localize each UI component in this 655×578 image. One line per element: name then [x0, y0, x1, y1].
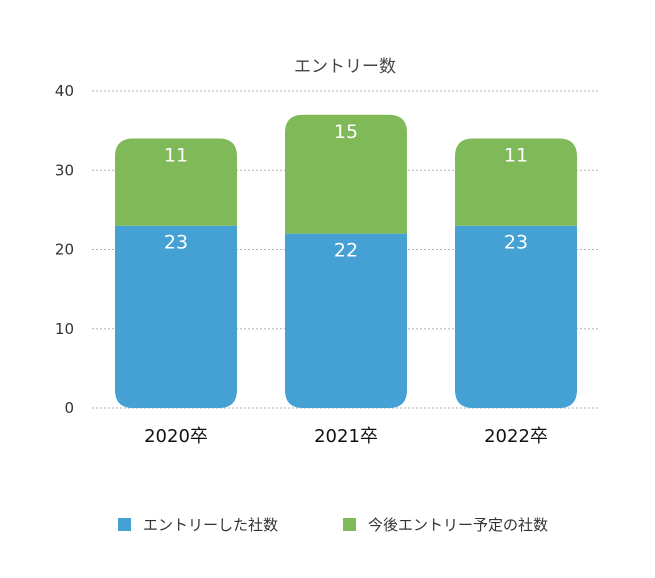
- bar-segment: [115, 225, 237, 408]
- legend-swatch: [118, 518, 131, 531]
- y-tick-label: 30: [55, 161, 74, 179]
- legend-swatch: [343, 518, 356, 531]
- bar-segment: [455, 138, 577, 226]
- x-tick-label: 2021卒: [314, 426, 378, 447]
- data-label: 23: [504, 232, 528, 254]
- legend-label: エントリーした社数: [143, 516, 278, 534]
- data-label: 15: [334, 121, 358, 143]
- legend: エントリーした社数 今後エントリー予定の社数: [118, 516, 548, 534]
- legend-label: 今後エントリー予定の社数: [368, 516, 548, 534]
- y-tick-label: 40: [55, 82, 74, 100]
- bar-segment: [285, 114, 407, 234]
- chart-title: エントリー数: [294, 57, 396, 77]
- bar-segment: [285, 233, 407, 408]
- y-tick-label: 10: [55, 320, 74, 338]
- bars: 23 11 22 15 23 11: [115, 114, 577, 408]
- bar-segment: [455, 225, 577, 408]
- y-tick-label: 20: [55, 241, 74, 259]
- y-tick-label: 0: [64, 399, 74, 417]
- x-tick-label: 2020卒: [144, 426, 208, 447]
- x-tick-label: 2022卒: [484, 426, 548, 447]
- data-label: 23: [164, 232, 188, 254]
- data-label: 11: [164, 145, 188, 167]
- x-axis-ticks: 2020卒 2021卒 2022卒: [144, 426, 548, 447]
- bar-segment: [115, 138, 237, 226]
- data-label: 22: [334, 240, 358, 262]
- data-label: 11: [504, 145, 528, 167]
- y-axis-ticks: 0 10 20 30 40: [55, 82, 74, 417]
